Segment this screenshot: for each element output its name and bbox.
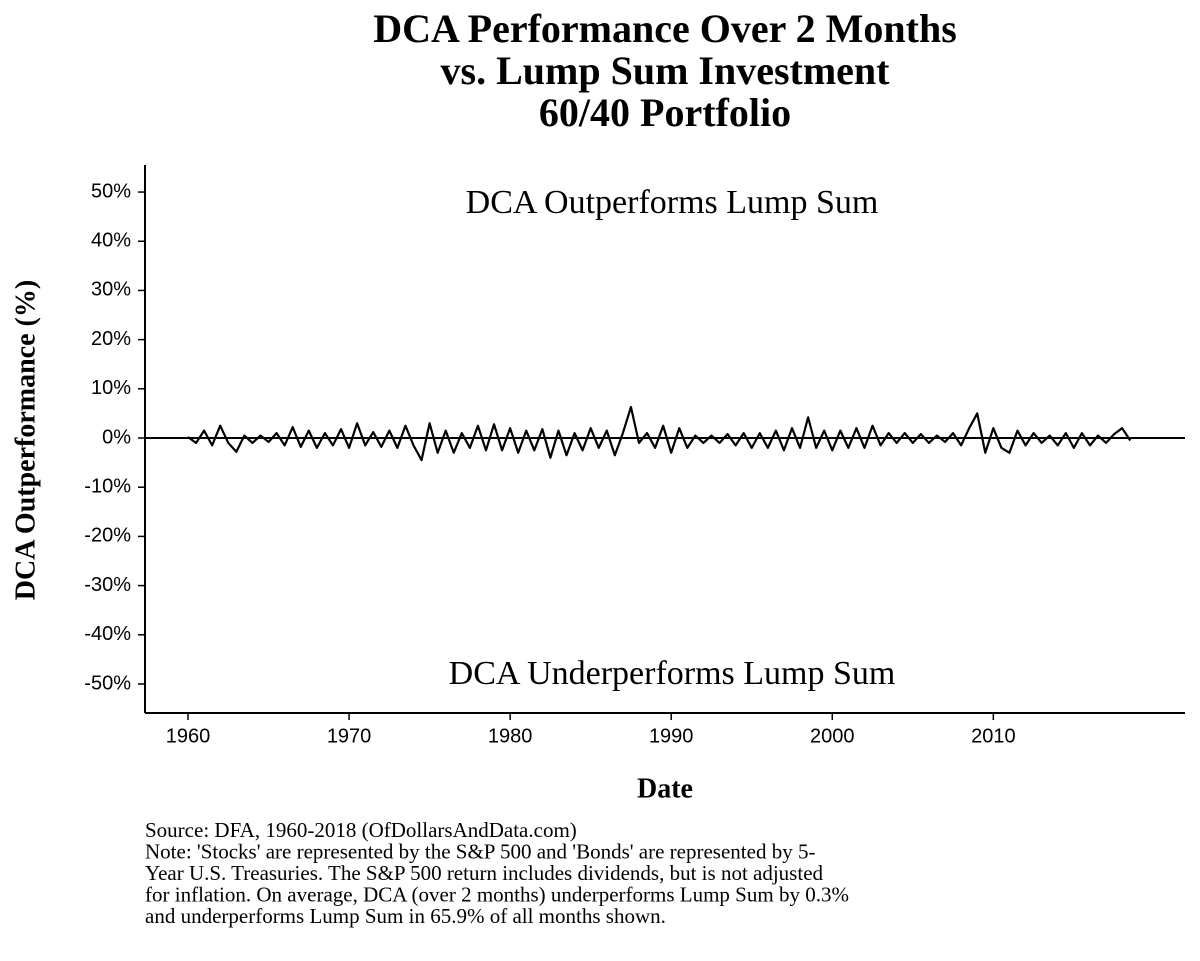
y-tick-label: -20%	[84, 525, 131, 547]
x-axis-label: Date	[637, 773, 693, 804]
y-tick-label: -30%	[84, 574, 131, 596]
chart-title: DCA Performance Over 2 Months	[373, 6, 957, 51]
annotation: DCA Underperforms Lump Sum	[449, 655, 896, 692]
y-tick-label: 50%	[91, 180, 131, 202]
y-tick-label: 20%	[91, 328, 131, 350]
y-tick-label: 10%	[91, 377, 131, 399]
y-tick-label: -40%	[84, 623, 131, 645]
x-tick-label: 1960	[166, 725, 211, 747]
y-tick-label: -10%	[84, 475, 131, 497]
y-tick-label: 30%	[91, 279, 131, 301]
chart-title: 60/40 Portfolio	[539, 90, 791, 135]
data-line	[187, 405, 1132, 462]
caption-line: and underperforms Lump Sum in 65.9% of a…	[145, 904, 666, 928]
caption-line: Year U.S. Treasuries. The S&P 500 return…	[145, 861, 824, 885]
caption-line: Note: 'Stocks' are represented by the S&…	[145, 839, 815, 863]
caption-line: Source: DFA, 1960-2018 (OfDollarsAndData…	[145, 818, 577, 842]
x-tick-label: 1980	[488, 725, 533, 747]
x-tick-label: 2010	[971, 725, 1016, 747]
x-tick-label: 1990	[649, 725, 694, 747]
annotation: DCA Outperforms Lump Sum	[466, 184, 879, 221]
x-tick-label: 1970	[327, 725, 372, 747]
y-axis-label: DCA Outperformance (%)	[10, 280, 41, 600]
y-tick-label: 0%	[102, 426, 131, 448]
chart-title: vs. Lump Sum Investment	[441, 48, 891, 93]
y-tick-label: -50%	[84, 672, 131, 694]
caption-line: for inflation. On average, DCA (over 2 m…	[145, 882, 849, 906]
y-tick-label: 40%	[91, 230, 131, 252]
x-tick-label: 2000	[810, 725, 855, 747]
